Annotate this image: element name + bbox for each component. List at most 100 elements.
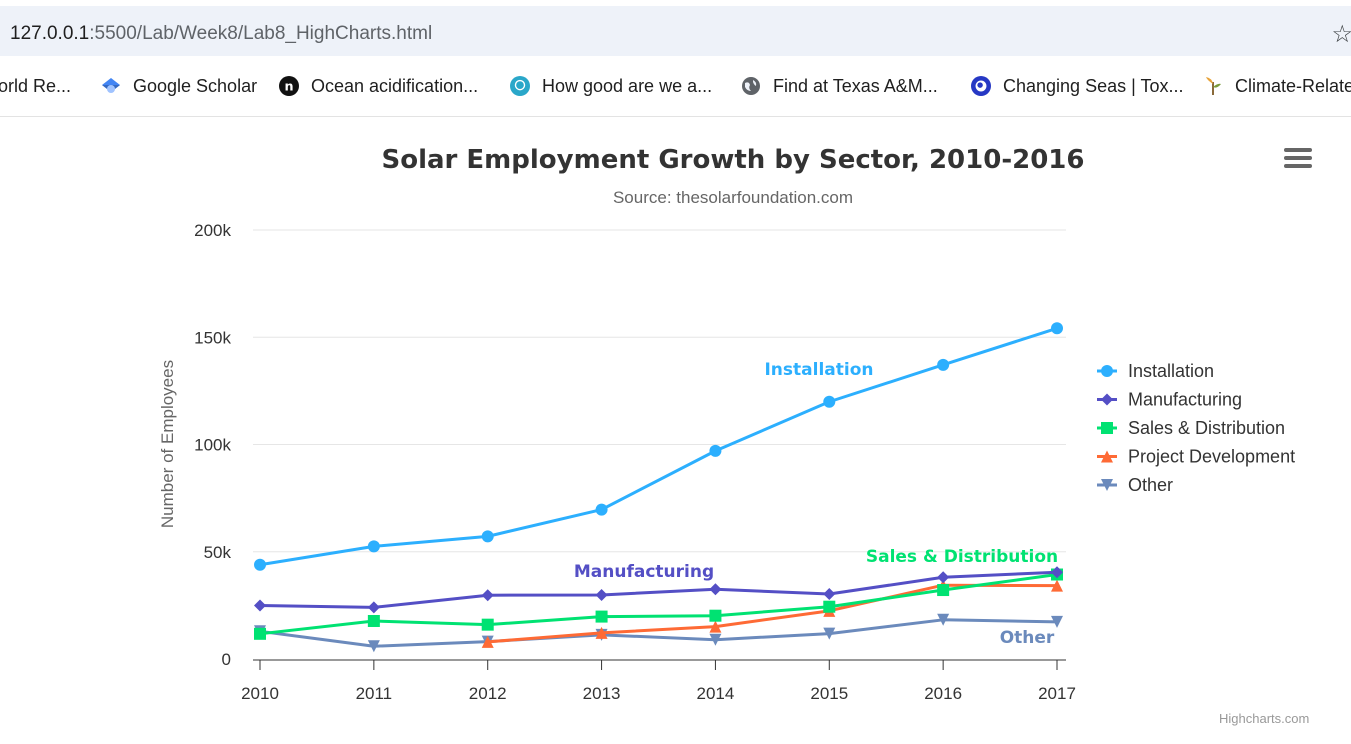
x-tick-label: 2017 bbox=[1038, 684, 1076, 703]
bookmarks-bar: orld Re... Google Scholar n Ocean acidif… bbox=[0, 62, 1351, 110]
point-marker[interactable] bbox=[481, 530, 494, 543]
chart-subtitle: Source: thesolarfoundation.com bbox=[613, 188, 853, 207]
point-marker[interactable] bbox=[367, 601, 380, 614]
point-marker[interactable] bbox=[1101, 479, 1113, 491]
n-logo-icon: n bbox=[279, 76, 299, 96]
star-icon[interactable]: ☆ bbox=[1331, 21, 1351, 48]
legend-label: Project Development bbox=[1128, 447, 1295, 467]
address-bar[interactable]: 127.0.0.1:5500/Lab/Week8/Lab8_HighCharts… bbox=[0, 6, 1351, 56]
url-host: 127.0.0.1 bbox=[10, 23, 90, 44]
point-marker[interactable] bbox=[254, 627, 266, 640]
point-marker[interactable] bbox=[481, 618, 494, 631]
x-tick-label: 2014 bbox=[697, 684, 735, 703]
series-annotation: Manufacturing bbox=[574, 562, 714, 582]
chart-title: Solar Employment Growth by Sector, 2010-… bbox=[382, 145, 1085, 175]
annotations: Installation Manufacturing Sales & Distrib… bbox=[574, 360, 1058, 648]
series-line[interactable] bbox=[259, 618, 1058, 648]
point-marker[interactable] bbox=[595, 610, 608, 623]
x-tick-label: 2011 bbox=[356, 684, 393, 703]
series-line[interactable] bbox=[259, 573, 1058, 636]
point-marker[interactable] bbox=[823, 600, 836, 613]
point-marker[interactable] bbox=[367, 540, 380, 553]
point-marker[interactable] bbox=[595, 503, 608, 516]
bookmark-climate-related[interactable]: Climate-Relate bbox=[1203, 74, 1351, 98]
y-axis-ticks: 0 50k 100k 150k 200k bbox=[194, 221, 231, 669]
grid-lines bbox=[253, 229, 1066, 553]
legend: Installation Manufacturing Sales & Distrib… bbox=[1097, 361, 1295, 495]
point-marker[interactable] bbox=[1051, 322, 1063, 335]
point-marker[interactable] bbox=[367, 614, 380, 627]
bookmark-label: orld Re... bbox=[0, 75, 72, 96]
bookmark-changing-seas[interactable]: Changing Seas | Tox... bbox=[971, 74, 1183, 98]
point-marker[interactable] bbox=[937, 358, 950, 371]
bookmark-label: How good are we a... bbox=[542, 75, 713, 96]
series-sales-distribution bbox=[254, 568, 1063, 640]
plant-icon bbox=[1203, 76, 1223, 96]
legend-label: Manufacturing bbox=[1128, 390, 1242, 410]
x-tick-label: 2010 bbox=[241, 684, 279, 703]
point-marker[interactable] bbox=[1101, 450, 1113, 463]
x-axis: 2010 2011 2012 2013 2014 2015 2016 2017 bbox=[241, 659, 1076, 703]
series-line[interactable] bbox=[259, 570, 1058, 609]
point-marker[interactable] bbox=[709, 609, 722, 622]
series-annotation: Sales & Distribution bbox=[866, 547, 1058, 567]
bookmark-world-resources[interactable]: orld Re... bbox=[0, 74, 71, 98]
legend-item-installation[interactable]: Installation bbox=[1097, 361, 1214, 381]
series-annotation: Other bbox=[1000, 628, 1055, 648]
point-marker[interactable] bbox=[254, 558, 266, 571]
y-tick-label: 50k bbox=[204, 543, 232, 562]
pbs-icon bbox=[971, 76, 991, 96]
point-marker[interactable] bbox=[937, 613, 950, 626]
url-text[interactable]: 127.0.0.1:5500/Lab/Week8/Lab8_HighCharts… bbox=[10, 23, 432, 45]
y-axis-label: Number of Employees bbox=[158, 360, 177, 528]
y-tick-label: 200k bbox=[194, 221, 231, 240]
legend-item-project-development[interactable]: Project Development bbox=[1097, 447, 1295, 467]
series-installation bbox=[254, 322, 1063, 571]
bookmark-label: Find at Texas A&M... bbox=[773, 75, 938, 96]
highcharts-credit[interactable]: Highcharts.com bbox=[1219, 711, 1310, 726]
legend-label: Installation bbox=[1128, 361, 1214, 381]
legend-item-sales-distribution[interactable]: Sales & Distribution bbox=[1097, 418, 1285, 438]
point-marker[interactable] bbox=[481, 589, 494, 602]
x-tick-label: 2012 bbox=[469, 684, 507, 703]
x-tick-label: 2016 bbox=[924, 684, 962, 703]
series-line[interactable] bbox=[259, 326, 1058, 567]
y-tick-label: 150k bbox=[194, 328, 231, 347]
bookmark-label: Ocean acidification... bbox=[311, 75, 479, 96]
point-marker[interactable] bbox=[1101, 365, 1113, 377]
point-marker[interactable] bbox=[595, 588, 608, 601]
point-marker[interactable] bbox=[1101, 393, 1113, 406]
point-marker[interactable] bbox=[823, 627, 836, 640]
point-marker[interactable] bbox=[709, 583, 722, 596]
point-marker[interactable] bbox=[254, 599, 266, 612]
legend-item-manufacturing[interactable]: Manufacturing bbox=[1097, 390, 1242, 410]
point-marker[interactable] bbox=[1051, 579, 1063, 592]
point-marker[interactable] bbox=[367, 640, 380, 653]
bookmark-texas-am[interactable]: Find at Texas A&M... bbox=[741, 74, 938, 98]
point-marker[interactable] bbox=[1051, 615, 1063, 628]
point-marker[interactable] bbox=[1051, 566, 1063, 579]
svg-text:n: n bbox=[284, 79, 293, 94]
series-lines bbox=[254, 322, 1063, 653]
bookmark-label: Climate-Relate bbox=[1235, 75, 1351, 96]
point-marker[interactable] bbox=[937, 584, 950, 597]
point-marker[interactable] bbox=[709, 620, 722, 633]
bookmark-ocean-acidification[interactable]: n Ocean acidification... bbox=[279, 74, 478, 98]
site-logo-icon bbox=[510, 76, 530, 96]
bookmark-how-good[interactable]: How good are we a... bbox=[510, 74, 712, 98]
point-marker[interactable] bbox=[1101, 422, 1113, 434]
point-marker[interactable] bbox=[595, 626, 608, 639]
point-marker[interactable] bbox=[823, 395, 836, 408]
series-line[interactable] bbox=[487, 583, 1058, 644]
legend-item-other[interactable]: Other bbox=[1097, 475, 1173, 495]
bookmark-google-scholar[interactable]: Google Scholar bbox=[101, 74, 257, 98]
y-tick-label: 0 bbox=[222, 650, 231, 669]
point-marker[interactable] bbox=[937, 571, 950, 584]
point-marker[interactable] bbox=[481, 635, 494, 648]
point-marker[interactable] bbox=[823, 588, 836, 601]
hamburger-menu-icon[interactable] bbox=[1284, 148, 1312, 172]
point-marker[interactable] bbox=[709, 633, 722, 646]
url-path: :5500/Lab/Week8/Lab8_HighCharts.html bbox=[89, 23, 433, 44]
point-marker[interactable] bbox=[709, 444, 722, 457]
x-tick-label: 2015 bbox=[810, 684, 848, 703]
